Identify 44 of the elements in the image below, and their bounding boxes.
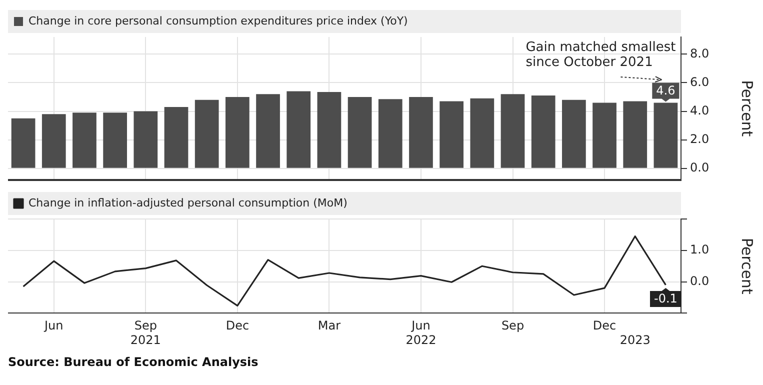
bar xyxy=(103,112,127,168)
bar xyxy=(134,111,158,168)
bar xyxy=(470,98,494,168)
source-note: Source: Bureau of Economic Analysis xyxy=(8,355,260,369)
bar xyxy=(562,100,586,168)
x-tick-label: Jun xyxy=(44,318,64,333)
x-tick-label: Sep xyxy=(501,318,524,333)
bar xyxy=(409,96,433,168)
bar xyxy=(592,102,616,168)
bar xyxy=(440,101,464,168)
y-tick-label: 4.0 xyxy=(690,103,710,118)
bar xyxy=(378,99,402,168)
bar xyxy=(164,106,188,168)
bar xyxy=(623,101,648,168)
y-tick-label: 1.0 xyxy=(690,242,710,257)
y-tick-label: 0.0 xyxy=(690,160,710,174)
y-axis-title: Percent xyxy=(738,80,756,137)
legend-label: Change in core personal consumption expenditures price index (YoY) xyxy=(28,14,408,28)
x-tick-label: Dec xyxy=(592,318,616,333)
annotation: Gain matched smallest since October 2021 xyxy=(526,40,676,70)
bar xyxy=(256,94,280,168)
data-label: -0.1 xyxy=(654,292,678,306)
bar xyxy=(531,96,556,168)
x-tick-label: 2023 xyxy=(620,332,650,347)
bar xyxy=(286,91,311,168)
bar xyxy=(72,112,96,168)
y-tick-label: 2.0 xyxy=(690,132,710,146)
data-label: 4.6 xyxy=(656,83,676,98)
bar xyxy=(11,118,36,168)
bar xyxy=(42,114,66,168)
y-tick-label: 0.0 xyxy=(690,274,710,288)
y-axis-title: Percent xyxy=(738,238,756,294)
bar xyxy=(500,94,525,168)
bar xyxy=(348,96,372,168)
y-tick-label: 6.0 xyxy=(690,74,710,89)
legend-label: Change in inflation-adjusted personal consumption (MoM) xyxy=(28,196,348,210)
bar xyxy=(226,96,250,168)
x-tick-label: Dec xyxy=(226,318,250,333)
y-tick-label: 8.0 xyxy=(690,46,710,60)
bar xyxy=(194,100,219,168)
x-tick-label: Mar xyxy=(318,318,341,333)
bar xyxy=(317,92,342,168)
x-tick-label: Sep 2021 xyxy=(130,318,161,347)
x-tick-label: Jun 2022 xyxy=(406,318,436,347)
